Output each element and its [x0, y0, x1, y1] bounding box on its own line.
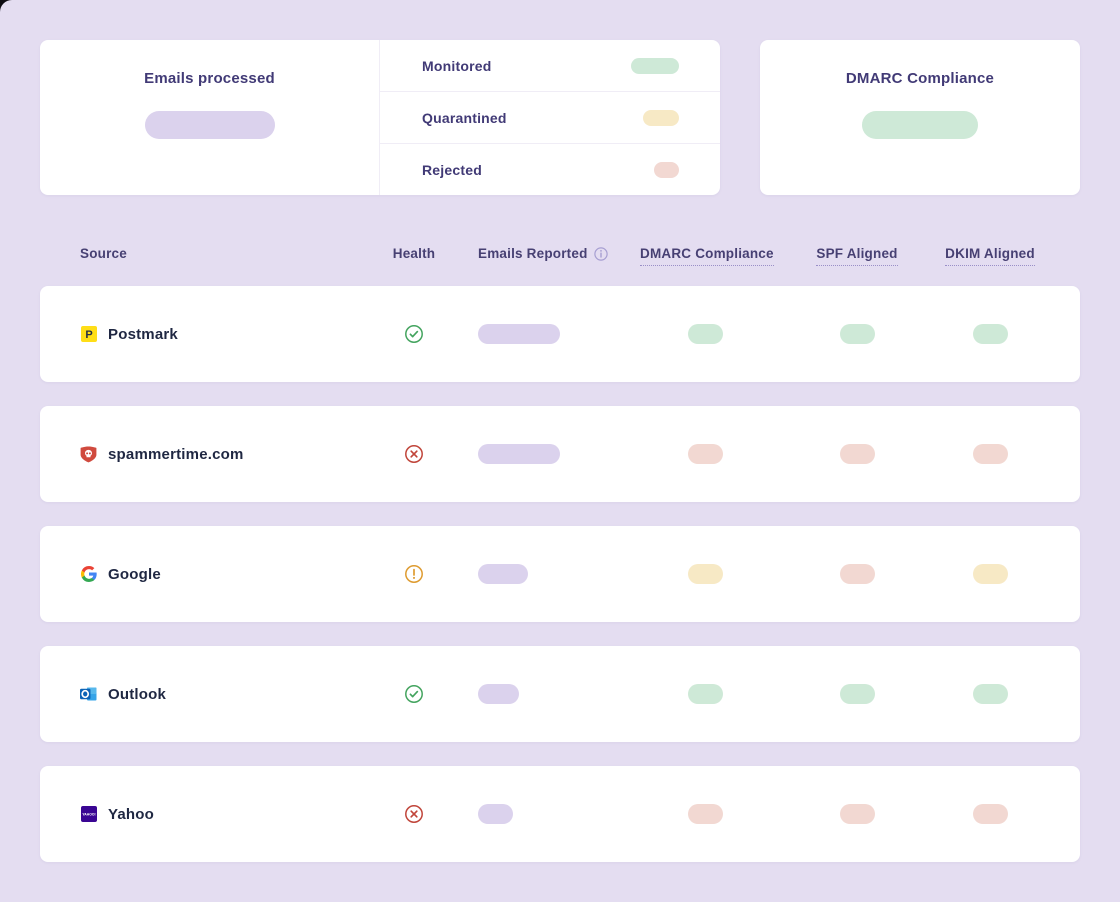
column-header-dmarc-compliance[interactable]: DMARC Compliance [640, 246, 774, 266]
dmarc-compliance-pill [687, 804, 723, 824]
dmarc-compliance-pill [687, 324, 723, 344]
dkim-aligned-pill [972, 564, 1008, 584]
column-header-health: Health [392, 246, 436, 261]
yahoo-logo-icon: YAHOO! [80, 806, 97, 823]
table-row-outlook[interactable]: Outlook [40, 646, 1080, 742]
skull-shield-icon [80, 446, 97, 463]
table-row-postmark[interactable]: P Postmark [40, 286, 1080, 382]
health-ok-icon [405, 325, 423, 343]
column-header-source: Source [80, 246, 127, 261]
legend-row-quarantined: Quarantined [380, 91, 720, 143]
outlook-logo-icon [80, 686, 97, 703]
legend-row-rejected: Rejected [380, 143, 720, 195]
legend-row-monitored: Monitored [380, 40, 720, 91]
emails-reported-pill [478, 324, 560, 344]
dmarc-compliance-title: DMARC Compliance [845, 70, 995, 87]
health-fail-icon [405, 805, 423, 823]
column-header-emails-reported: Emails Reported [478, 246, 608, 261]
health-ok-icon [405, 685, 423, 703]
emails-reported-pill [478, 564, 528, 584]
health-warn-icon [405, 565, 423, 583]
health-status [374, 406, 454, 502]
rejected-value-pill [654, 161, 679, 178]
source-table: P Postmark [40, 286, 1080, 886]
dmarc-compliance-pill [687, 564, 723, 584]
health-status [374, 646, 454, 742]
quarantined-value-pill [643, 109, 679, 126]
emails-reported-pill [478, 804, 513, 824]
spf-aligned-pill [839, 564, 875, 584]
dmarc-compliance-value-pill [862, 111, 978, 139]
spf-aligned-pill [839, 684, 875, 704]
dkim-aligned-pill [972, 444, 1008, 464]
quarantined-label: Quarantined [422, 109, 507, 126]
postmark-logo-icon: P [80, 326, 97, 343]
source-name: Postmark [108, 325, 178, 343]
source-name: Outlook [108, 685, 167, 703]
emails-reported-pill [478, 444, 560, 464]
dmarc-compliance-pill [687, 684, 723, 704]
info-icon[interactable] [593, 246, 608, 261]
column-header-spf-aligned[interactable]: SPF Aligned [800, 246, 914, 266]
health-status [374, 526, 454, 622]
table-row-google[interactable]: Google [40, 526, 1080, 622]
disposition-legend: Monitored Quarantined Rejected [380, 40, 720, 195]
table-row-yahoo[interactable]: YAHOO! Yahoo [40, 766, 1080, 862]
spf-aligned-pill [839, 444, 875, 464]
emails-processed-value-pill [144, 111, 275, 139]
dkim-aligned-pill [972, 324, 1008, 344]
source-name: Google [108, 565, 161, 583]
spf-aligned-pill [839, 804, 875, 824]
google-logo-icon [80, 566, 97, 583]
emails-processed-summary: Emails processed [40, 40, 380, 195]
spf-aligned-pill [839, 324, 875, 344]
health-status [374, 766, 454, 862]
health-fail-icon [405, 445, 423, 463]
svg-text:YAHOO!: YAHOO! [82, 813, 95, 817]
monitored-value-pill [631, 57, 679, 74]
dkim-aligned-pill [972, 804, 1008, 824]
svg-text:P: P [85, 329, 92, 341]
table-header: Source Health Emails Reported DMARC Comp… [40, 246, 1080, 270]
column-header-dkim-aligned[interactable]: DKIM Aligned [930, 246, 1050, 266]
monitored-label: Monitored [422, 57, 492, 74]
emails-reported-label: Emails Reported [478, 246, 588, 261]
emails-reported-pill [478, 684, 519, 704]
health-status [374, 286, 454, 382]
source-name: spammertime.com [108, 445, 244, 463]
source-name: Yahoo [108, 805, 155, 823]
dmarc-compliance-card: DMARC Compliance [760, 40, 1080, 195]
rejected-label: Rejected [422, 161, 482, 178]
dkim-aligned-pill [972, 684, 1008, 704]
table-row-spammertime[interactable]: spammertime.com [40, 406, 1080, 502]
emails-processed-card: Emails processed Monitored Quarantined R… [40, 40, 720, 195]
dmarc-compliance-pill [687, 444, 723, 464]
emails-processed-title: Emails processed [144, 70, 275, 87]
